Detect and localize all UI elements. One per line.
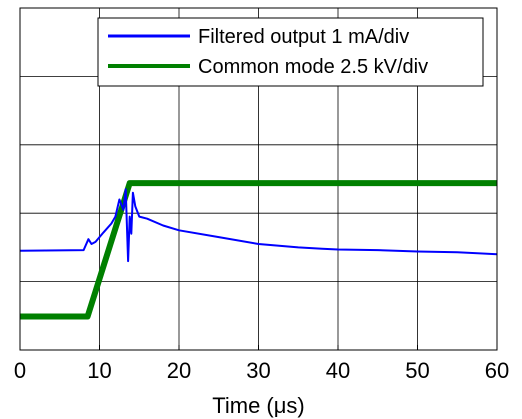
legend-label-filtered-output: Filtered output 1 mA/div	[198, 26, 409, 48]
x-axis-title: Time (μs)	[212, 393, 305, 418]
x-tick-label: 0	[14, 358, 26, 383]
x-tick-label: 40	[326, 358, 350, 383]
x-tick-label: 50	[405, 358, 429, 383]
x-tick-labels: 0 10 20 30 40 50 60	[14, 345, 509, 383]
x-tick-label: 60	[485, 358, 509, 383]
x-tick-label: 30	[246, 358, 270, 383]
x-tick-label: 20	[167, 358, 191, 383]
legend: Filtered output 1 mA/div Common mode 2.5…	[98, 18, 483, 86]
x-tick-label: 10	[87, 358, 111, 383]
legend-label-common-mode: Common mode 2.5 kV/div	[198, 56, 428, 78]
